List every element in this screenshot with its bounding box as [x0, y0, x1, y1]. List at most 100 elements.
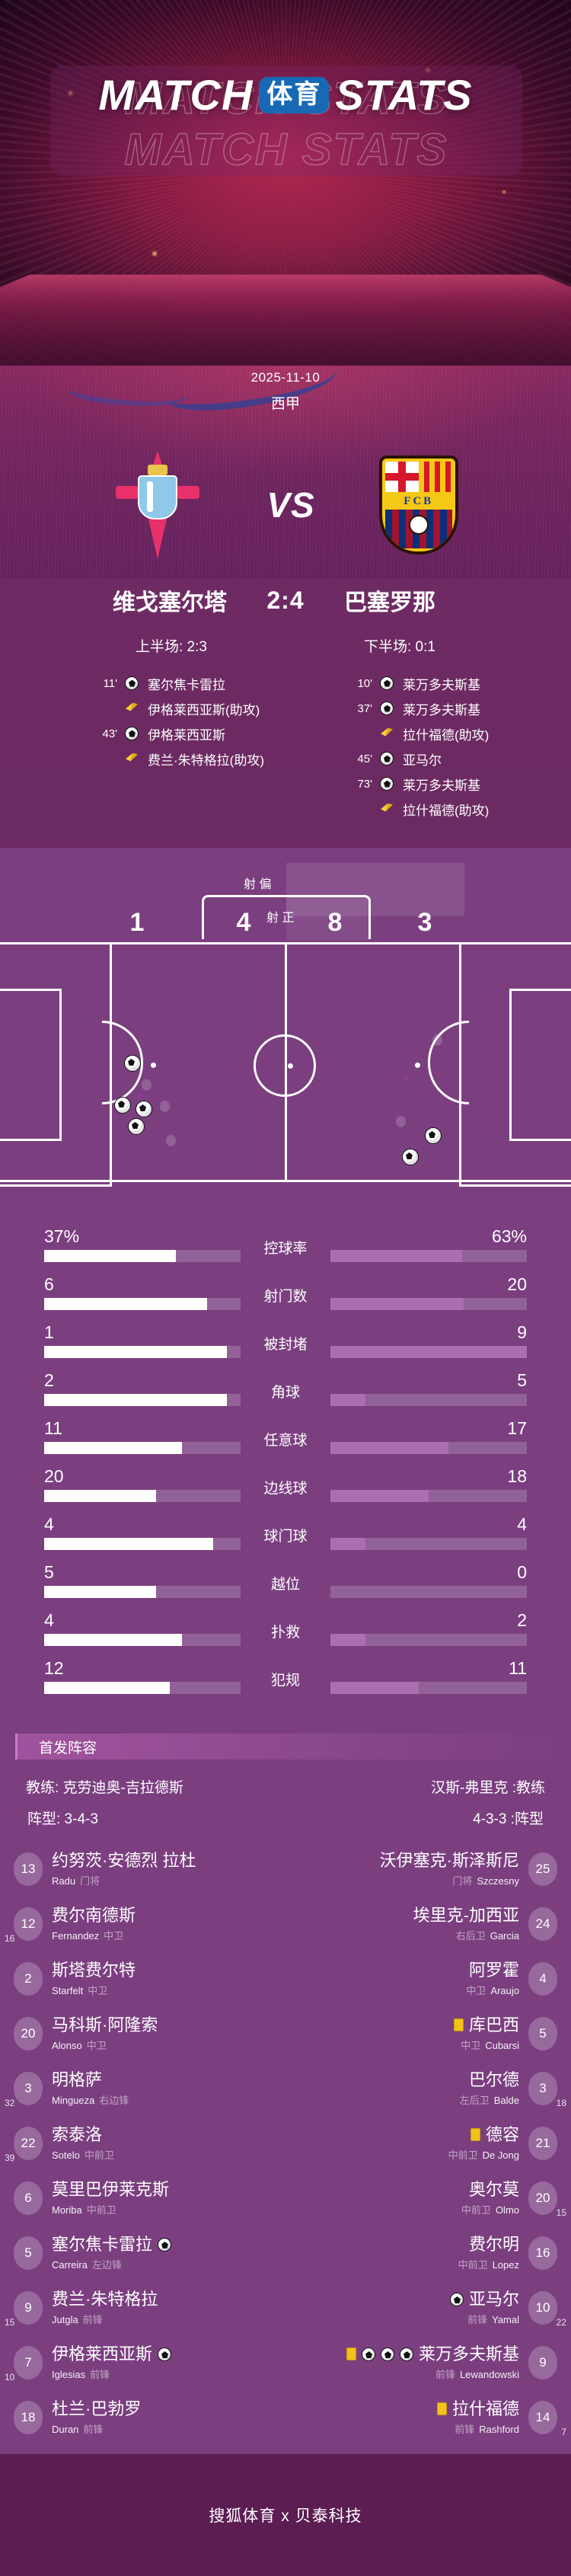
away-stat-value: 4	[517, 1514, 527, 1534]
away-stat-fill	[330, 1442, 448, 1454]
away-stat-value: 5	[517, 1370, 527, 1390]
away-stat-value: 17	[507, 1418, 527, 1438]
player-meta: Duran 前锋	[52, 2423, 104, 2435]
stat-label: 球门球	[263, 1529, 308, 1545]
stat-label: 边线球	[263, 1481, 308, 1497]
away-on-target-count: 8	[327, 908, 343, 937]
player-entry[interactable]: 沃伊塞克·斯泽斯尼 门将 Szczesny 25	[292, 1851, 557, 1887]
player-entry[interactable]: 7 10 伊格莱西亚斯 Iglesias 前锋	[5, 2344, 279, 2383]
player-name: 斯塔费尔特	[52, 1961, 136, 1980]
player-entry[interactable]: 22 39 索泰洛 Sotelo 中前卫	[5, 2125, 279, 2163]
player-entry[interactable]: 5 塞尔焦卡雷拉 Carreira 左边锋	[14, 2235, 279, 2271]
lineup-row: 22 39 索泰洛 Sotelo 中前卫 德容 中前卫 De Jong 21	[5, 2116, 557, 2171]
player-meta: Fernandez 中卫	[52, 1929, 124, 1942]
stat-label: 扑救	[270, 1625, 300, 1641]
home-stat-track	[44, 1250, 241, 1262]
away-team-name: 巴塞罗那	[344, 590, 435, 615]
player-entry[interactable]: 奥尔莫 中前卫 Olmo 20 15	[292, 2180, 566, 2218]
player-entry[interactable]: 埃里克-加西亚 右后卫 Garcia 24	[292, 1906, 557, 1942]
celta-vigo-crest-icon	[113, 448, 203, 562]
vs-label: VS	[266, 485, 315, 525]
pitch-left-penalty-spot	[151, 1063, 156, 1068]
league-name: 西甲	[270, 396, 300, 412]
stat-label: 角球	[270, 1385, 300, 1401]
player-number: 9 15	[5, 2290, 43, 2328]
player-entry[interactable]: 12 16 费尔南德斯 Fernandez 中卫	[5, 1906, 279, 1944]
home-stat-value: 37%	[44, 1226, 80, 1246]
goal-event-row: 伊格莱西亚斯(助攻)	[91, 696, 286, 721]
home-formation: 阵型: 3-4-3	[27, 1811, 98, 1827]
stat-row: 4 扑救 2	[0, 1598, 571, 1646]
player-name: 杜兰·巴勃罗	[52, 2399, 142, 2419]
player-number: 7 10	[5, 2345, 43, 2383]
player-number: 13	[14, 1852, 43, 1886]
goal-ball-icon	[380, 2347, 394, 2361]
player-entry[interactable]: 18 杜兰·巴勃罗 Duran 前锋	[14, 2399, 279, 2435]
pitch-right-arc	[428, 1021, 469, 1104]
player-meta: Starfelt 中卫	[52, 1984, 108, 1996]
goal-minute: 73'	[357, 778, 372, 791]
away-stat-track	[330, 1538, 527, 1550]
player-entry[interactable]: 费尔明 中前卫 Lopez 16	[292, 2235, 557, 2271]
player-entry[interactable]: 20 马科斯·阿隆索 Alonso 中卫	[14, 2015, 279, 2051]
player-info: 亚马尔 前锋 Yamal	[449, 2290, 519, 2325]
player-entry[interactable]: 亚马尔 前锋 Yamal 10 22	[292, 2290, 566, 2328]
player-entry[interactable]: 德容 中前卫 De Jong 21	[292, 2125, 557, 2161]
shot-marker-goal	[402, 1149, 419, 1169]
player-entry[interactable]: 拉什福德 前锋 Rashford 14 7	[292, 2399, 566, 2437]
goal-minute: 37'	[357, 702, 372, 715]
away-stat-track	[330, 1250, 527, 1262]
pitch-right-penalty-spot	[415, 1063, 420, 1068]
goal-ball-icon	[449, 2292, 464, 2306]
player-info: 杜兰·巴勃罗 Duran 前锋	[52, 2399, 141, 2435]
away-stat-fill	[330, 1682, 419, 1694]
player-entry[interactable]: 9 15 费兰·朱特格拉 Jutgla 前锋	[5, 2290, 279, 2328]
sohu-sports-badge: 体育	[259, 76, 330, 113]
player-entry[interactable]: 2 斯塔费尔特 Starfelt 中卫	[14, 1961, 279, 1996]
player-entry[interactable]: 阿罗霍 中卫 Araujo 4	[292, 1961, 557, 1996]
stat-row: 37% 控球率 63%	[0, 1214, 571, 1262]
shots-off-target-band	[286, 863, 464, 916]
away-stat-value: 9	[517, 1322, 527, 1342]
stat-row: 5 越位 0	[0, 1550, 571, 1598]
goal-player: 亚马尔	[403, 753, 442, 768]
yellow-card-icon	[346, 2347, 356, 2361]
player-entry[interactable]: 库巴西 中卫 Cubarsi 5	[292, 2015, 557, 2051]
player-number: 21	[528, 2126, 557, 2160]
home-stat-track	[44, 1346, 241, 1358]
player-entry[interactable]: 13 约努茨·安德烈 拉杜 Radu 门将	[14, 1851, 279, 1887]
home-stat-fill	[44, 1538, 213, 1550]
away-stat-side: 4	[330, 1514, 527, 1550]
player-name: 德容	[448, 2125, 519, 2144]
player-meta: 左后卫 Balde	[459, 2094, 519, 2106]
goal-event-row: 10' 莱万多夫斯基	[346, 671, 571, 696]
player-meta: 前锋 Rashford	[455, 2423, 519, 2435]
player-meta: 中卫 Cubarsi	[461, 2039, 519, 2051]
player-meta: 门将 Szczesny	[452, 1874, 519, 1887]
player-entry[interactable]: 3 32 明格萨 Mingueza 右边锋	[5, 2070, 279, 2108]
away-stat-value: 0	[517, 1562, 527, 1582]
goal-ball-icon	[380, 751, 395, 767]
goal-player: 莱万多夫斯基	[403, 703, 480, 718]
away-stat-fill	[330, 1490, 429, 1502]
player-name: 莫里巴伊莱克斯	[52, 2180, 170, 2200]
home-stat-track	[44, 1538, 241, 1550]
player-meta: 前锋 Lewandowski	[435, 2368, 519, 2380]
away-off-target-count: 3	[417, 908, 432, 937]
home-stat-track	[44, 1682, 241, 1694]
player-meta: Radu 门将	[52, 1874, 100, 1887]
player-number: 20	[14, 2016, 43, 2050]
player-entry[interactable]: 巴尔德 左后卫 Balde 3 18	[292, 2070, 566, 2108]
player-entry[interactable]: 6 莫里巴伊莱克斯 Moriba 中前卫	[14, 2180, 279, 2216]
shot-legend: 射 偏 射 正	[0, 863, 571, 941]
away-stat-fill	[330, 1298, 464, 1310]
stat-row: 2 角球 5	[0, 1358, 571, 1406]
final-score: 2:4	[266, 586, 305, 614]
player-name: 马科斯·阿隆索	[52, 2015, 158, 2035]
goal-minute: 11'	[103, 677, 117, 690]
player-entry[interactable]: 莱万多夫斯基 前锋 Lewandowski 9	[292, 2344, 557, 2380]
home-stat-value: 6	[44, 1274, 54, 1294]
coaches-row: 教练: 克劳迪奥-吉拉德斯 汉斯-弗里克 :教练	[0, 1759, 571, 1797]
player-name: 莱万多夫斯基	[346, 2344, 519, 2363]
assist-player: 费兰·朱特格拉(助攻)	[148, 753, 264, 768]
